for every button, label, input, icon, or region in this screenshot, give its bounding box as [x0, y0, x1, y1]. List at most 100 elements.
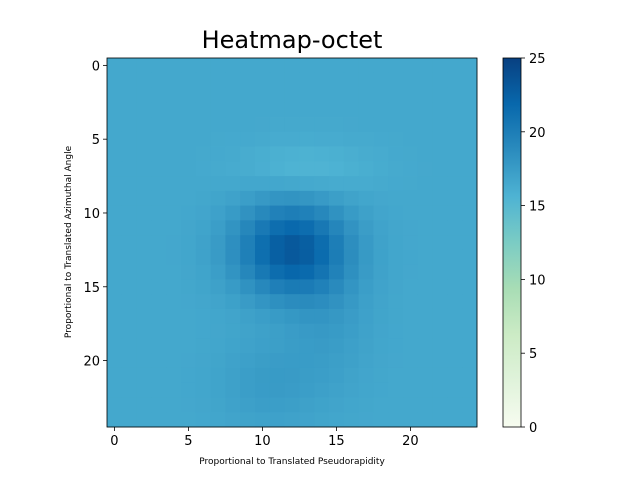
heatmap-cell	[255, 367, 271, 384]
heatmap-cell	[343, 397, 359, 413]
heatmap-cell	[403, 102, 419, 118]
heatmap-cell	[121, 338, 137, 354]
heatmap-cell	[462, 367, 478, 384]
heatmap-cell	[210, 220, 226, 236]
heatmap-cell	[255, 131, 271, 147]
heatmap-cell	[314, 308, 330, 325]
heatmap-cell	[403, 382, 419, 398]
heatmap-cell	[284, 146, 300, 162]
heatmap-cell	[284, 235, 300, 251]
heatmap-cell	[166, 117, 182, 133]
heatmap-cell	[166, 205, 182, 221]
heatmap-cell	[373, 87, 389, 103]
heatmap-cell	[447, 367, 463, 384]
heatmap-cell	[136, 279, 152, 295]
heatmap-cell	[136, 87, 152, 103]
heatmap-cell	[329, 131, 345, 147]
x-tick-label: 5	[184, 434, 192, 449]
heatmap-cell	[166, 367, 182, 384]
heatmap-cell	[255, 58, 271, 74]
heatmap-cell	[225, 367, 241, 384]
heatmap-cell	[447, 87, 463, 103]
heatmap-cell	[343, 131, 359, 147]
heatmap-cell	[343, 220, 359, 236]
heatmap-cell	[329, 382, 345, 398]
heatmap-cell	[373, 367, 389, 384]
heatmap-cell	[299, 87, 315, 103]
heatmap-cell	[255, 308, 271, 325]
heatmap-cell	[284, 412, 300, 428]
heatmap-cell	[269, 323, 285, 339]
heatmap-cell	[388, 353, 404, 369]
heatmap-cell	[343, 294, 359, 310]
heatmap-cell	[432, 190, 448, 206]
heatmap-cell	[299, 397, 315, 413]
y-tick-label: 0	[92, 59, 100, 74]
heatmap-cell	[343, 58, 359, 74]
heatmap-cell	[225, 146, 241, 162]
heatmap-cell	[107, 353, 123, 369]
heatmap-cell	[447, 264, 463, 280]
heatmap-cell	[107, 161, 123, 177]
heatmap-cell	[151, 87, 167, 103]
heatmap-cell	[299, 338, 315, 354]
heatmap-cell	[225, 323, 241, 339]
heatmap-cell	[284, 294, 300, 310]
heatmap-cell	[417, 279, 433, 295]
heatmap-cell	[166, 58, 182, 74]
heatmap-cell	[343, 279, 359, 295]
heatmap-cell	[403, 308, 419, 325]
heatmap-cell	[358, 412, 374, 428]
heatmap-cell	[195, 72, 211, 88]
heatmap-cell	[373, 264, 389, 280]
colorbar-tick-label: 10	[529, 273, 546, 288]
heatmap-cell	[121, 367, 137, 384]
heatmap-cell	[195, 412, 211, 428]
heatmap-cell	[210, 58, 226, 74]
heatmap-cell	[121, 161, 137, 177]
heatmap-cell	[210, 190, 226, 206]
heatmap-cell	[255, 235, 271, 251]
colorbar-axis: 0 5 10 15 20 25	[521, 52, 546, 436]
y-tick-label: 15	[83, 281, 100, 296]
heatmap-cell	[195, 264, 211, 280]
heatmap-cell	[299, 176, 315, 192]
heatmap-cell	[136, 382, 152, 398]
heatmap-cell	[373, 412, 389, 428]
heatmap-cell	[181, 294, 197, 310]
heatmap-cell	[358, 308, 374, 325]
heatmap-cell	[210, 367, 226, 384]
heatmap-cell	[299, 382, 315, 398]
heatmap-cell	[403, 412, 419, 428]
heatmap-cell	[210, 146, 226, 162]
heatmap-cell	[417, 397, 433, 413]
heatmap-cell	[284, 382, 300, 398]
heatmap-cell	[240, 412, 256, 428]
heatmap-cell	[329, 353, 345, 369]
heatmap-cell	[329, 323, 345, 339]
heatmap-cell	[329, 220, 345, 236]
heatmap-cell	[343, 176, 359, 192]
heatmap-cell	[299, 205, 315, 221]
heatmap-cell	[136, 412, 152, 428]
heatmap-cell	[166, 323, 182, 339]
heatmap-cell	[210, 294, 226, 310]
heatmap-cell	[388, 72, 404, 88]
heatmap-cell	[269, 190, 285, 206]
heatmap-cell	[225, 397, 241, 413]
heatmap-cell	[417, 294, 433, 310]
heatmap-cell	[240, 323, 256, 339]
heatmap-cell	[388, 264, 404, 280]
heatmap-cell	[121, 235, 137, 251]
heatmap-cell	[210, 338, 226, 354]
heatmap-cell	[136, 72, 152, 88]
heatmap-cell	[225, 264, 241, 280]
heatmap-cell	[432, 323, 448, 339]
heatmap-cell	[447, 249, 463, 266]
heatmap-cell	[447, 294, 463, 310]
heatmap-cell	[166, 338, 182, 354]
heatmap-cell	[388, 117, 404, 133]
heatmap-cell	[299, 264, 315, 280]
heatmap-cell	[432, 72, 448, 88]
heatmap-cell	[299, 220, 315, 236]
